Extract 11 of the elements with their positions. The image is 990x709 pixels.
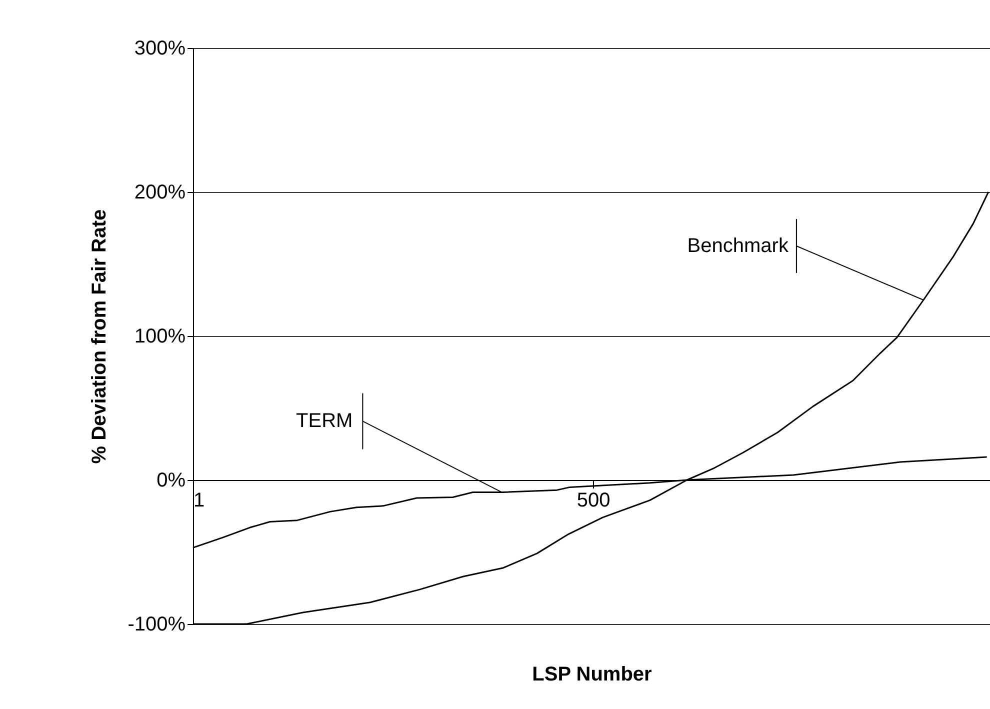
y-tick-label: 200% <box>134 182 186 204</box>
x-axis-title: LSP Number <box>532 664 652 686</box>
x-tick-label: 1 <box>194 490 205 512</box>
y-axis-title: % Deviation from Fair Rate <box>88 209 111 464</box>
y-tick-label: 0% <box>156 470 186 492</box>
annotation: TERM <box>296 410 353 432</box>
annotation: Benchmark <box>687 235 790 257</box>
x-tick-label: 500 <box>576 490 610 512</box>
y-tick-label: 300% <box>134 38 186 60</box>
y-tick-label: -100% <box>128 614 186 636</box>
y-tick-label: 100% <box>134 326 186 348</box>
